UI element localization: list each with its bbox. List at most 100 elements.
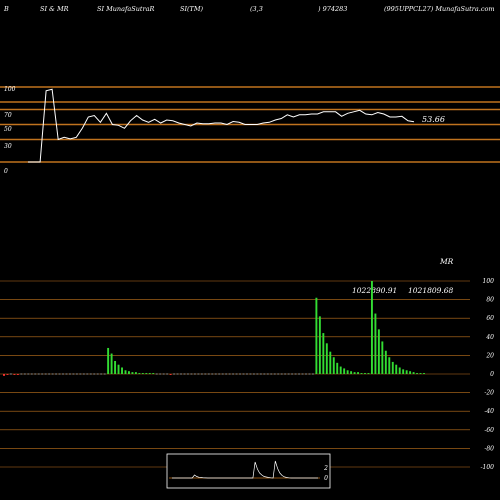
mrsi-bar [30,373,33,375]
mrsi-bar [336,362,339,374]
mrsi-bar [124,370,127,374]
mrsi-bar [252,373,255,375]
mrsi-bar [9,373,12,375]
mrsi-bar [360,373,363,374]
mrsi-bar [294,373,297,375]
mrsi-bar [180,373,182,375]
mrsi-bar [176,373,179,375]
mrsi-bar [86,373,89,375]
mrsi-tick-label: 100 [483,278,495,285]
mrsi-bar [41,373,44,375]
mrsi-bar [23,373,26,375]
mrsi-bar [377,329,380,374]
mrsi-bar [159,373,162,375]
mrsi-bar [152,373,155,374]
mrsi-bar [190,373,193,375]
mrsi-bar [298,373,300,375]
mrsi-bar [197,373,200,375]
mrsi-bar [72,373,75,375]
mrsi-bar [423,373,425,374]
mrsi-bar [239,373,241,375]
mrsi-bar [211,373,214,375]
mrsi-bar [412,372,415,374]
mrsi-bar [114,360,117,374]
header-item-2: SI & MR [40,5,69,13]
mrsi-bar [82,373,85,375]
mrsi-bar [48,373,51,375]
mrsi-bar [357,372,360,374]
mrsi-bar [370,281,373,374]
mrsi-tick-label: 20 [485,352,494,359]
mrsi-bar [353,372,356,374]
mrsi-bar [350,371,353,374]
mrsi-bar [273,373,276,375]
mrsi-bar [69,373,71,375]
mrsi-bar [374,313,377,374]
mrsi-bar [200,373,203,375]
mrsi-bar [183,373,186,375]
mrsi-bar [141,373,144,374]
mrsi-bar [55,373,58,375]
mrsi-bar [155,373,158,375]
mrsi-bar [402,369,405,374]
mrsi-bar [398,367,401,374]
mrsi-tick-label: -80 [484,445,494,452]
mrsi-bar [162,373,165,375]
mrsi-bar [228,373,231,375]
mrsi-bar [131,372,134,374]
mrsi-bar [218,373,221,375]
header-item-3: SI MunafaSutraR [97,5,155,13]
mrsi-bar [318,316,321,374]
mrsi-bar [100,373,103,375]
mrsi-bar [34,373,37,375]
mini-series-line [172,460,318,479]
mini-tick-label: 0 [324,475,328,482]
mrsi-bar [13,374,16,375]
rsi-series-line [28,88,415,163]
mrsi-bar [395,364,398,374]
mrsi-annotation-2: 1021809.68 [408,286,454,295]
mrsi-bar [3,374,5,376]
rsi-panel: 100 70 50 30 0 53.66 [0,86,500,175]
mrsi-bar [193,373,196,375]
mrsi-tick-label: -100 [481,464,495,471]
mrsi-bar [110,353,113,374]
mini-overview-panel: 20 [166,453,331,489]
mrsi-bar [287,373,290,375]
mrsi-bar [381,341,384,374]
mrsi-bar [301,373,304,375]
mrsi-bar [339,366,342,374]
mrsi-bar [89,373,92,375]
mrsi-bar [280,373,283,375]
mrsi-bar [173,373,176,375]
mrsi-tick-label: -20 [484,390,494,397]
mrsi-bar [58,373,61,375]
mrsi-bar [166,373,169,375]
mini-tick-label: 2 [323,465,328,472]
mrsi-bar [308,373,311,375]
mrsi-bar [384,350,387,374]
mrsi-bar [121,367,123,374]
mrsi-bar [44,373,47,375]
mrsi-bar [322,333,325,374]
mrsi-bar [103,373,106,375]
mrsi-bar [270,373,273,375]
mrsi-bar [134,372,137,374]
mini-frame [166,453,331,489]
mrsi-bar [291,373,294,375]
mrsi-bar [214,373,217,375]
mrsi-bar [284,373,287,375]
mrsi-bar [419,373,422,374]
mrsi-bar [27,373,30,375]
rsi-last-value-label: 53.66 [422,115,445,124]
mrsi-bar [96,373,99,375]
mrsi-bar [37,373,40,375]
mrsi-bar [305,373,307,375]
mrsi-tick-label: -60 [484,427,494,434]
mrsi-tick-label: 40 [485,334,494,341]
mrsi-bar [242,373,245,375]
mrsi-bar [235,373,238,375]
mrsi-bar [187,373,189,375]
mrsi-bar [62,373,64,375]
mrsi-bar [311,373,314,375]
